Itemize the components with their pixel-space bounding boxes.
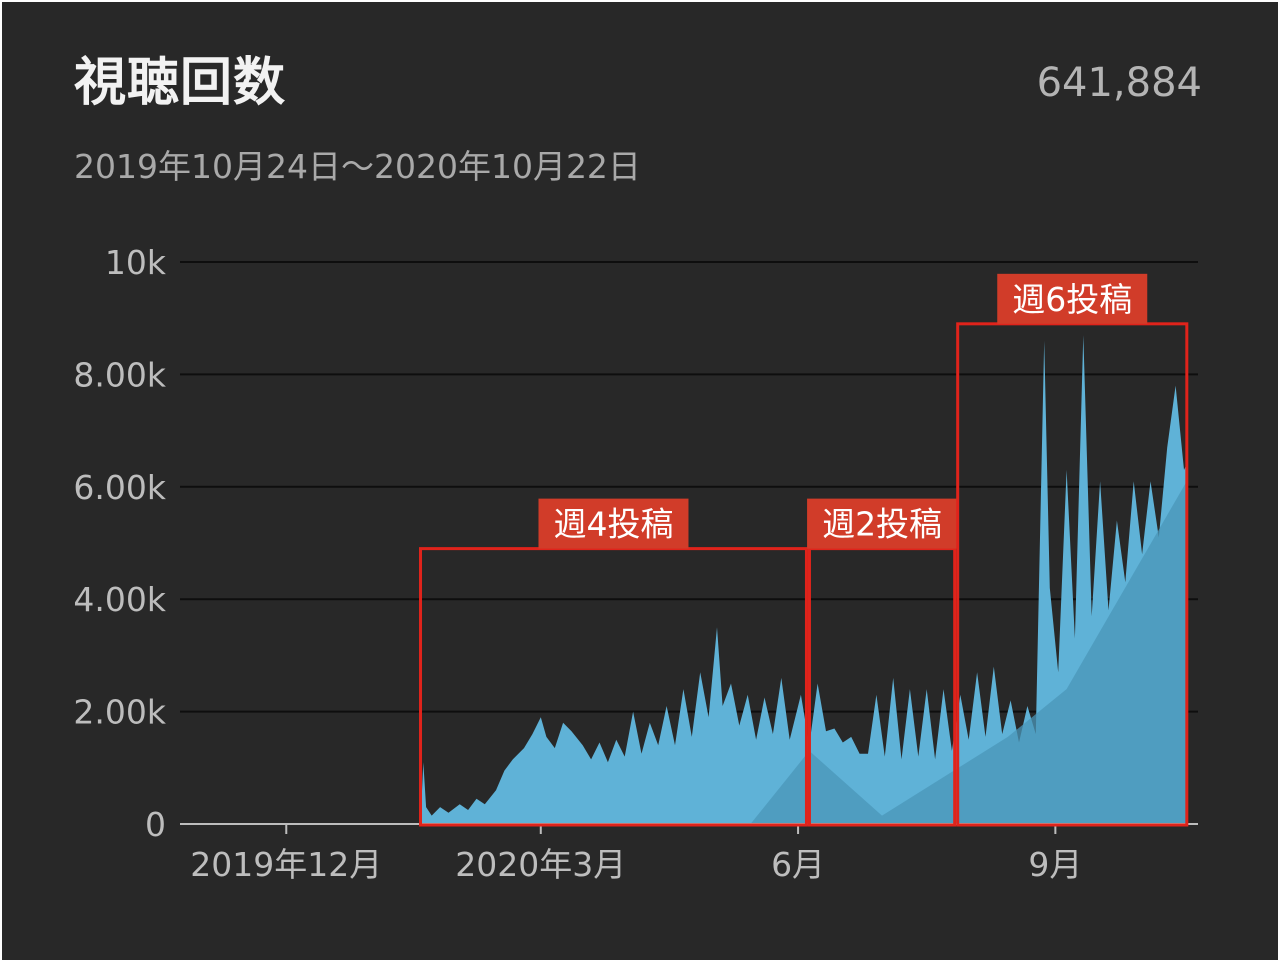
- annotation-label: 週4投稿: [553, 505, 673, 544]
- y-tick-label: 8.00k: [73, 355, 166, 394]
- x-tick-label: 6月: [771, 845, 825, 884]
- card-title: 視聴回数: [74, 53, 287, 113]
- date-range: 2019年10月24日～2020年10月22日: [74, 147, 641, 186]
- annotation-label: 週2投稿: [822, 505, 942, 544]
- y-tick-label: 4.00k: [73, 580, 166, 619]
- y-tick-label: 10k: [105, 243, 167, 282]
- axis-layer: 0 2.00k 4.00k 6.00k 8.00k 10k 2019年12月 2020年3月 6…: [73, 243, 1198, 884]
- y-tick-label: 0: [145, 805, 166, 844]
- x-tick-label: 2020年3月: [455, 845, 626, 884]
- annotation-label: 週6投稿: [1012, 280, 1132, 319]
- x-tick-label: 9月: [1028, 845, 1082, 884]
- annotation-label-bg: [538, 498, 689, 549]
- x-tick-label: 2019年12月: [190, 845, 382, 884]
- total-views: 641,884: [1036, 60, 1202, 106]
- area-layer: [420, 335, 1187, 824]
- y-tick-label: 6.00k: [73, 468, 166, 507]
- views-area-series: [420, 335, 1187, 824]
- annotation-label-bg: [997, 273, 1148, 324]
- annotation-layer: 週4投稿 週2投稿 週6投稿: [419, 273, 1189, 827]
- annotation-label-bg: [807, 498, 958, 549]
- y-tick-label: 2.00k: [73, 693, 166, 732]
- trend-overlay-area: [750, 481, 1187, 824]
